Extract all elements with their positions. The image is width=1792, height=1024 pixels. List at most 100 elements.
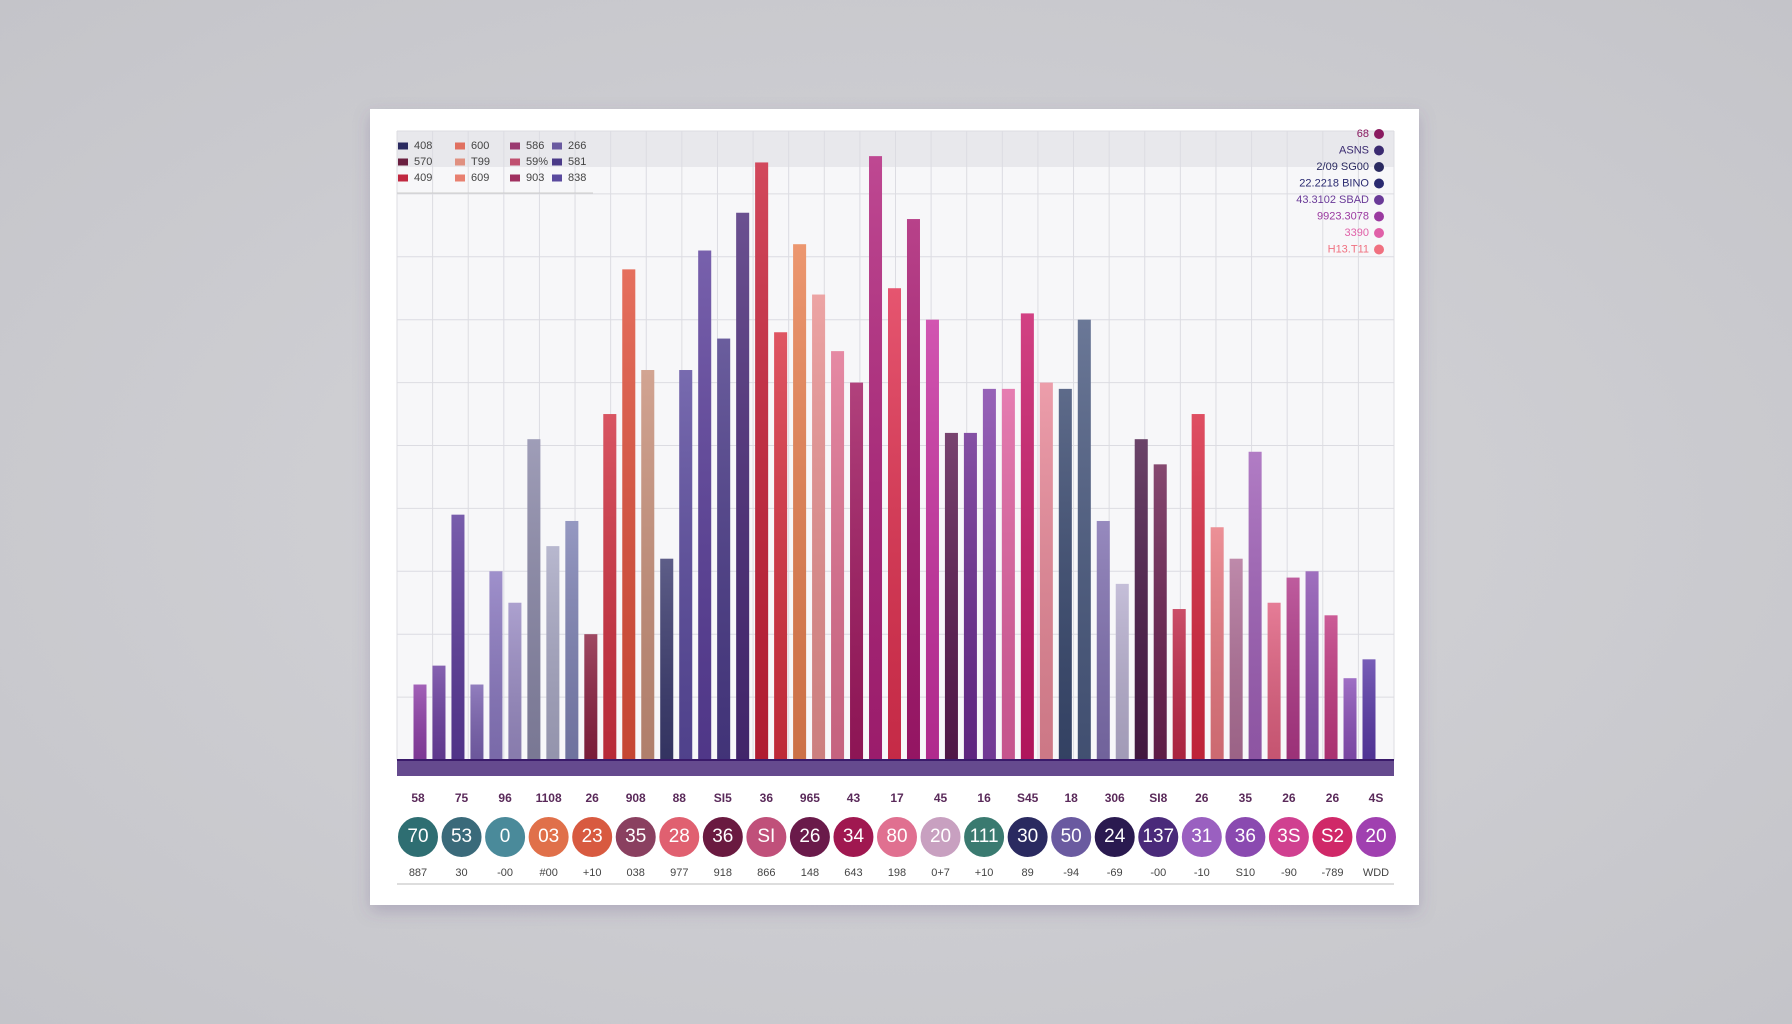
bar-sheen [451,514,465,760]
bar-sheen [906,219,920,760]
legend-dot [1374,195,1384,205]
top-label: 18 [1065,791,1079,805]
badge [1310,815,1355,859]
bottom-label: +10 [583,867,602,879]
bottom-label: 038 [627,867,645,879]
badge [396,815,440,859]
bar-sheen [1134,439,1148,760]
bottom-label: S10 [1236,867,1256,879]
bottom-label: 887 [409,867,427,879]
badge-label: 35 [625,826,646,847]
badge-label: S2 [1321,826,1344,847]
legend-dot [1374,129,1384,139]
badge-label: 50 [1061,826,1082,847]
badge [526,815,571,859]
badge-label: 137 [1142,826,1174,847]
bar-sheen [944,432,958,760]
bar-sheen [660,558,674,760]
legend-label: 838 [568,172,586,184]
badge-label: 0 [500,826,511,847]
badge [1005,815,1050,859]
legend-dot [1374,145,1384,156]
legend-swatch [510,158,520,166]
top-label: 17 [890,791,904,805]
badge-label: 23 [582,826,603,847]
top-label: 45 [934,791,948,805]
legend-swatch [552,158,562,166]
top-label: 36 [760,791,774,805]
bar-sheen [1077,319,1091,760]
badge-label: 111 [970,826,999,847]
badge [483,815,528,859]
badge [1354,815,1398,859]
legend-label: H13.T11 [1328,243,1369,255]
badge [875,815,919,859]
bar-sheen [1229,558,1243,760]
bottom-label: -00 [497,867,513,879]
bar-sheen [1096,520,1110,760]
badge [439,815,484,859]
top-label: 908 [626,791,646,805]
legend-label: ASNS [1339,144,1369,156]
bar-sheen [1153,464,1167,760]
bar-sheen [1172,609,1186,760]
bottom-label: 918 [714,867,732,879]
top-label: SI5 [714,791,732,805]
top-label: 26 [586,791,600,805]
top-label: 16 [977,791,991,805]
legend-swatch [455,174,465,182]
badge-label: 20 [930,826,951,847]
legend-label: T99 [471,156,490,168]
bar-sheen [622,269,636,760]
top-label: 35 [1239,791,1253,805]
bar-sheen [1191,414,1205,760]
top-label: 965 [800,791,820,805]
legend-label: 266 [568,140,586,152]
bottom-label: 89 [1022,867,1034,879]
bar-sheen [963,432,977,760]
bar-sheen [1286,577,1300,760]
badge [1179,815,1224,859]
legend-label: 409 [414,172,432,184]
legend-label: 570 [414,156,432,168]
badge [1223,815,1268,859]
bottom-label: -789 [1321,867,1343,879]
badge [1092,815,1137,859]
bottom-label: 0+7 [931,867,950,879]
top-label: 88 [673,791,687,805]
badge [700,815,745,859]
top-label: 1108 [536,791,562,805]
bar-sheen [1001,388,1015,760]
badge [831,815,876,859]
bar-sheen [812,294,826,760]
bottom-label: 30 [455,867,467,879]
bar-sheen [1039,382,1053,760]
legend-swatch [510,142,520,150]
bar-sheen [736,212,750,760]
legend-label: 68 [1357,128,1369,140]
badge-label: 20 [1365,826,1386,847]
bar-sheen [1324,615,1338,760]
bar-sheen [1362,659,1376,760]
badge [1136,815,1181,859]
bottom-label: -94 [1063,867,1079,879]
badge [657,815,702,859]
badge-label: 3S [1277,826,1300,847]
bar-sheen [470,684,484,760]
bottom-label: +10 [975,867,994,879]
badge-label: 31 [1191,826,1212,847]
legend-swatch [455,158,465,166]
legend-dot [1374,228,1384,238]
bar-sheen [565,520,579,760]
bottom-label: WDD [1363,867,1389,879]
marks [413,156,1376,761]
legend-swatch [552,174,562,182]
bar-sheen [679,370,693,760]
legend-label: 3390 [1345,227,1369,239]
legend-label: 9923.3078 [1317,210,1369,222]
bar-sheen [413,684,427,760]
bar-sheen [489,571,503,760]
badge-label: 24 [1104,826,1126,847]
bottom-label: 148 [801,867,819,879]
